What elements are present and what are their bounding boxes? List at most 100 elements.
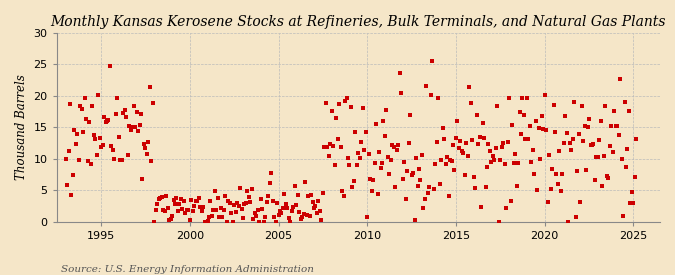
Point <box>152 202 163 206</box>
Point <box>622 147 633 151</box>
Point <box>70 141 81 146</box>
Point <box>298 212 309 216</box>
Point <box>439 137 450 141</box>
Point <box>446 159 457 163</box>
Point <box>533 126 544 130</box>
Point <box>319 145 330 149</box>
Point <box>286 209 297 214</box>
Point <box>449 168 460 172</box>
Point <box>211 208 222 212</box>
Point <box>105 64 115 68</box>
Point <box>541 127 551 132</box>
Point <box>190 198 201 203</box>
Point <box>307 199 318 204</box>
Point <box>68 172 78 177</box>
Point <box>360 130 371 134</box>
Point <box>328 143 339 148</box>
Point <box>165 217 176 221</box>
Point <box>288 204 299 209</box>
Point <box>199 219 210 224</box>
Point <box>593 155 603 160</box>
Point <box>369 161 380 165</box>
Point <box>431 139 442 144</box>
Point <box>378 119 389 123</box>
Point <box>626 190 637 194</box>
Point <box>277 205 288 210</box>
Point <box>149 219 160 224</box>
Point <box>477 121 488 125</box>
Point <box>122 152 133 157</box>
Point <box>248 217 259 222</box>
Point <box>239 202 250 206</box>
Point <box>419 196 430 201</box>
Point <box>224 201 235 205</box>
Point <box>436 158 447 163</box>
Point <box>325 141 335 146</box>
Point <box>245 200 256 204</box>
Point <box>580 168 591 173</box>
Point <box>398 177 408 182</box>
Point <box>518 113 529 118</box>
Point <box>257 206 268 211</box>
Point <box>188 209 198 213</box>
Point <box>470 185 481 190</box>
Point <box>183 208 194 213</box>
Point <box>377 161 387 165</box>
Point <box>375 166 386 170</box>
Point <box>594 138 605 143</box>
Point <box>112 96 123 100</box>
Point <box>264 181 275 186</box>
Point <box>531 119 541 123</box>
Point <box>385 157 396 162</box>
Point <box>115 158 126 162</box>
Point <box>267 199 278 204</box>
Point <box>537 114 547 118</box>
Point <box>356 140 367 144</box>
Point <box>481 165 492 170</box>
Point <box>143 140 154 144</box>
Point <box>516 132 526 136</box>
Point <box>368 178 379 182</box>
Point <box>604 144 615 148</box>
Point <box>263 194 273 199</box>
Point <box>207 214 217 218</box>
Point <box>193 196 204 201</box>
Point <box>294 210 304 214</box>
Point <box>392 147 402 152</box>
Point <box>291 202 302 207</box>
Point <box>616 157 627 161</box>
Point <box>535 156 545 161</box>
Point <box>440 162 451 167</box>
Point <box>517 96 528 100</box>
Point <box>322 145 333 150</box>
Y-axis label: Thousand Barrels: Thousand Barrels <box>15 75 28 180</box>
Point <box>595 119 606 123</box>
Point <box>220 194 231 199</box>
Point <box>445 158 456 162</box>
Point <box>570 215 581 220</box>
Point <box>144 84 155 89</box>
Point <box>162 206 173 210</box>
Point <box>612 124 622 128</box>
Point <box>441 155 452 159</box>
Point <box>372 192 383 196</box>
Point <box>87 104 98 108</box>
Point <box>412 184 423 188</box>
Point <box>414 167 425 171</box>
Point <box>119 108 130 112</box>
Point <box>399 159 410 164</box>
Point <box>134 122 145 127</box>
Point <box>452 119 463 123</box>
Point <box>157 195 167 199</box>
Point <box>599 154 610 159</box>
Point <box>421 83 432 88</box>
Point <box>475 135 485 140</box>
Point <box>409 218 420 222</box>
Point <box>238 215 248 220</box>
Point <box>353 150 364 155</box>
Point <box>560 114 571 118</box>
Point <box>169 202 180 207</box>
Point <box>348 178 359 183</box>
Point <box>485 149 495 153</box>
Point <box>551 172 562 177</box>
